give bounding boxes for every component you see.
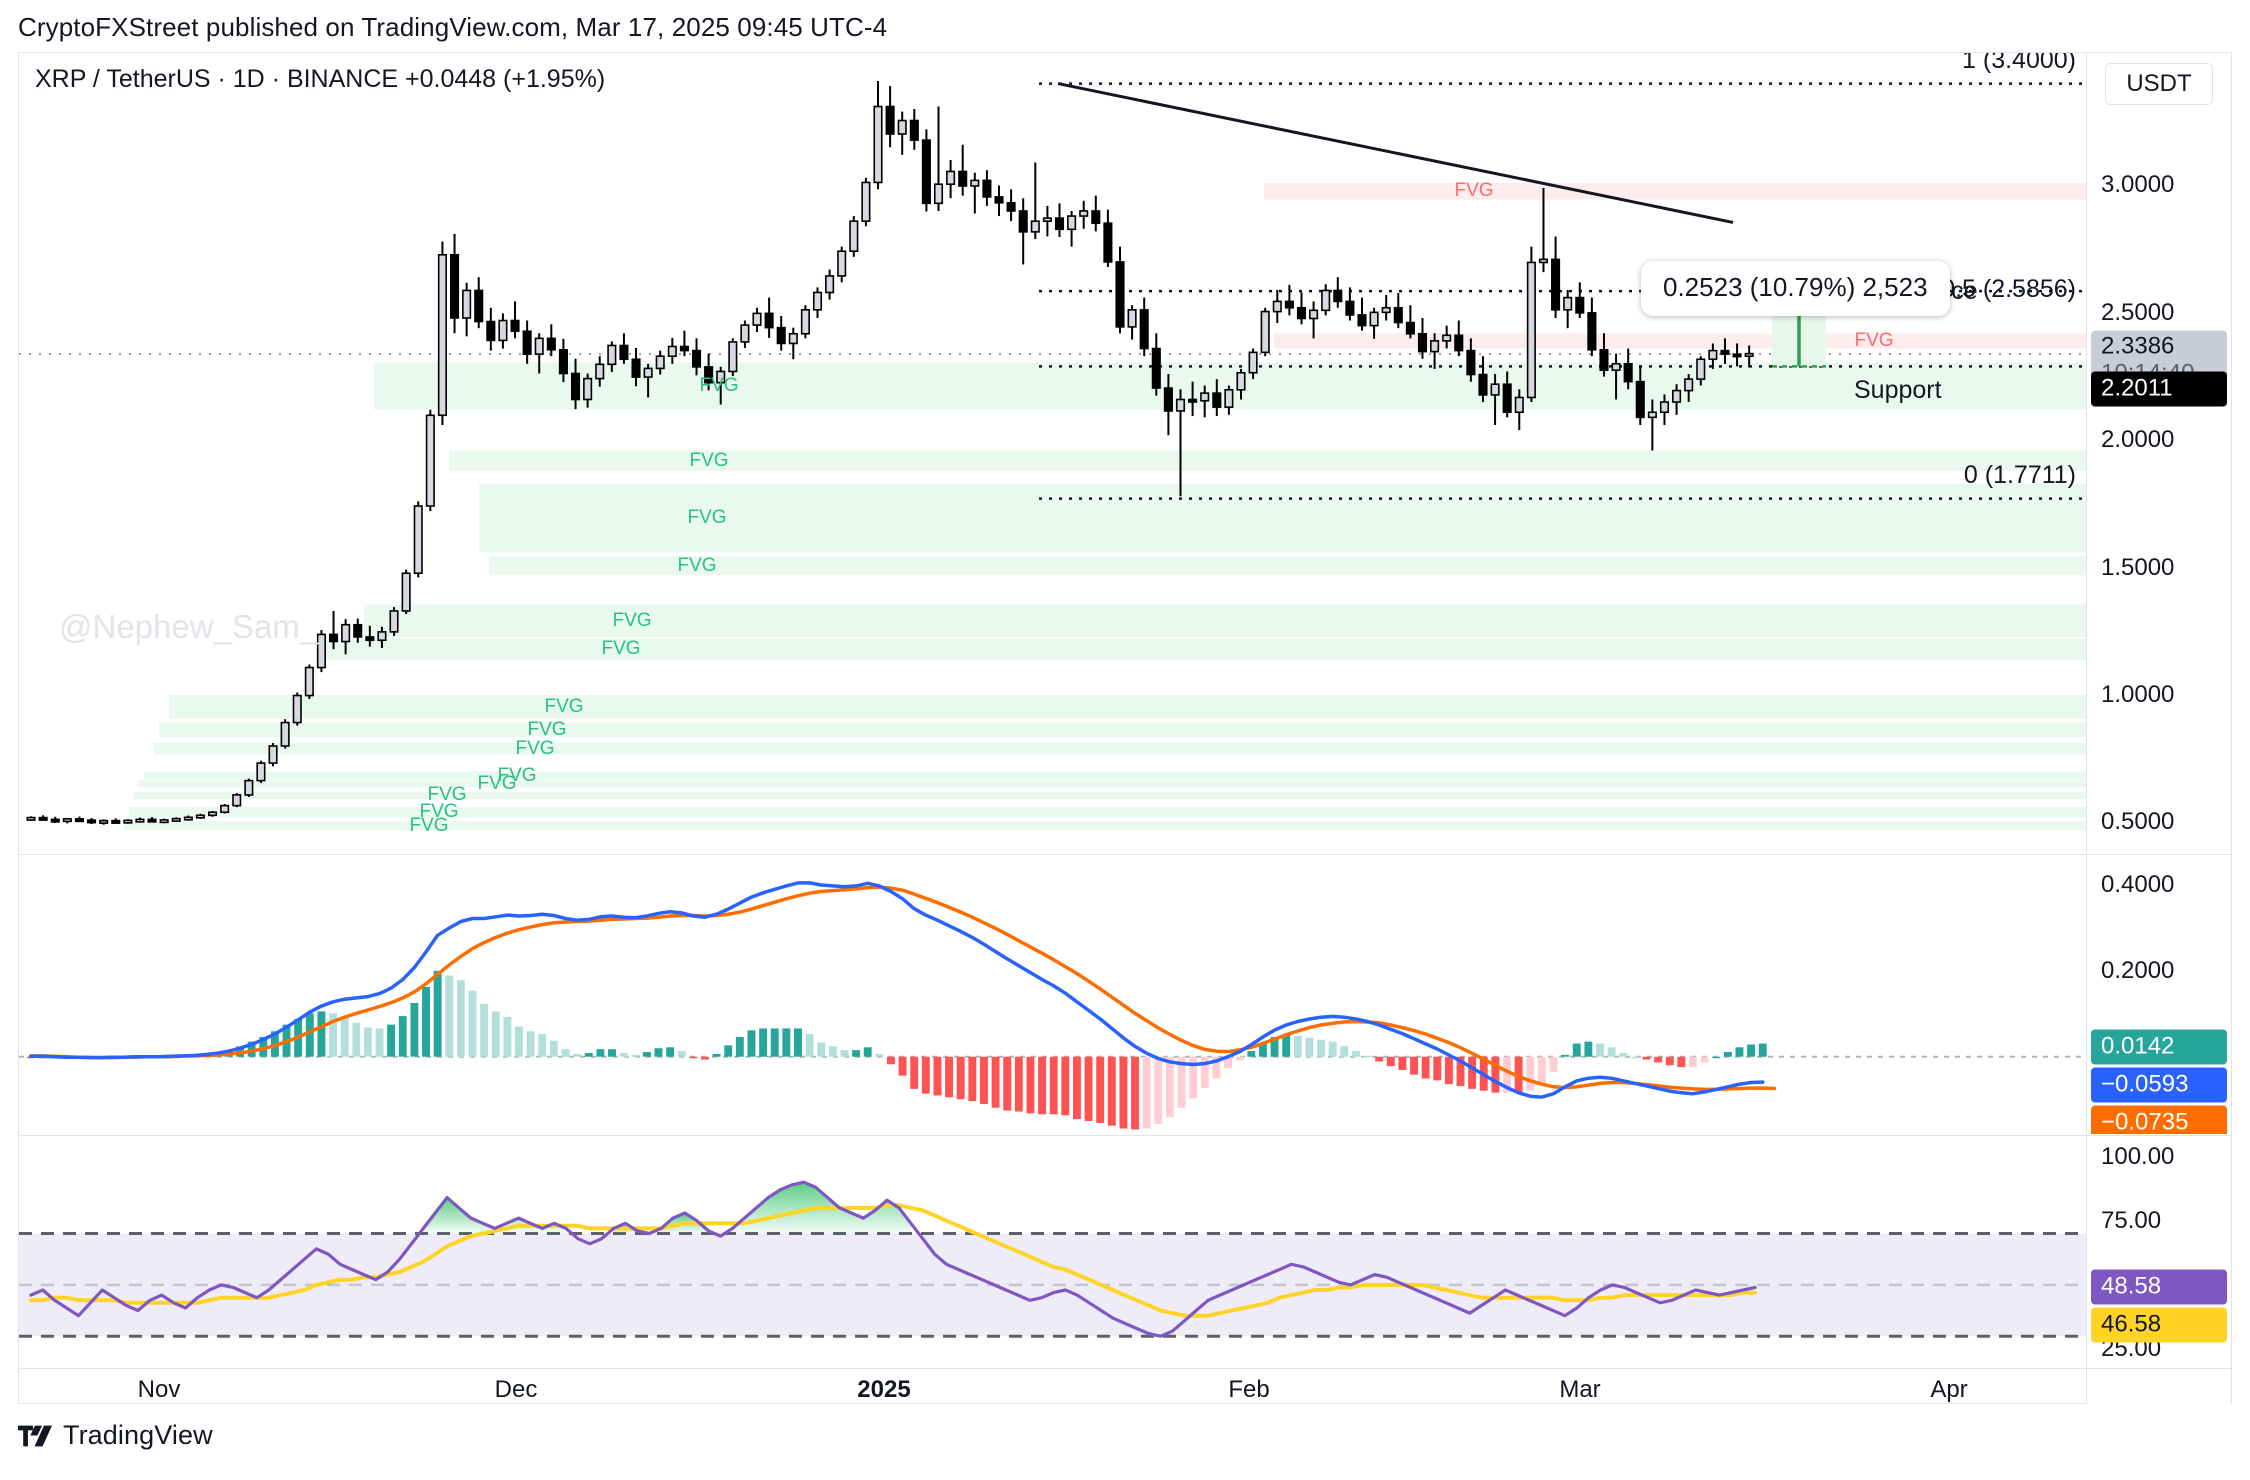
price-candles <box>19 81 2088 831</box>
macd-line-badge: −0.0593 <box>2091 1067 2227 1103</box>
tradingview-brand: TradingView <box>18 1420 213 1451</box>
chart-legend[interactable]: XRP / TetherUS · 1D · BINANCE +0.0448 (+… <box>35 65 606 93</box>
price-axis-tick: 1.5000 <box>2101 553 2175 581</box>
rsi-series <box>19 1180 2088 1338</box>
price-axis-tick: 2.5000 <box>2101 298 2175 326</box>
rsi-plot[interactable] <box>19 1136 2088 1367</box>
fvg-zone-label: FVG <box>699 374 739 396</box>
fib-level-05-label: 0.5 (2.5856) <box>1941 275 2076 304</box>
macd-series <box>19 881 2088 1130</box>
currency-badge: USDT <box>2105 63 2213 105</box>
time-axis-tick: Nov <box>137 1376 181 1403</box>
time-axis[interactable]: Nov Dec 2025 Feb Mar Apr <box>19 1368 2231 1404</box>
macd-axis-tick: 0.4000 <box>2101 871 2175 899</box>
macd-pane[interactable]: 0.4000 0.2000 0.0142 −0.0593 −0.0735 <box>19 854 2231 1134</box>
last-price-badge: 2.2011 <box>2091 371 2227 407</box>
fvg-zone-label: FVG <box>544 695 584 717</box>
tradingview-logo-icon <box>18 1425 52 1446</box>
time-axis-tick: Apr <box>1930 1376 1968 1403</box>
price-axis[interactable]: USDT 3.0000 2.5000 2.0000 1.5000 1.0000 0.500… <box>2086 53 2231 853</box>
fvg-zone-label: FVG <box>677 554 717 576</box>
rsi-axis-tick: 75.00 <box>2101 1206 2162 1234</box>
fvg-zone-label: FVG <box>427 784 467 806</box>
fvg-zone-label: FVG <box>1854 329 1894 351</box>
fvg-zone-label: FVG <box>409 814 449 836</box>
fvg-zone-label: FVG <box>1454 180 1494 202</box>
macd-histogram-badge: 0.0142 <box>2091 1029 2227 1065</box>
tradingview-wordmark: TradingView <box>63 1420 213 1450</box>
fvg-zone-label: FVG <box>497 764 537 786</box>
time-axis-tick: Dec <box>494 1376 538 1403</box>
fvg-zone-label: FVG <box>687 506 727 528</box>
fvg-zone-label: FVG <box>515 737 555 759</box>
fvg-zone-label: FVG <box>612 609 652 631</box>
macd-signal-badge: −0.0735 <box>2091 1105 2227 1134</box>
price-pane[interactable]: @Nephew_Sam_ 1 (3.4000) 0.5 (2.5856) 0 (… <box>19 53 2231 853</box>
author-watermark: @Nephew_Sam_ <box>59 608 319 645</box>
rsi-ma-value-badge: 46.58 <box>2091 1307 2227 1342</box>
time-axis-tick: 2025 <box>857 1376 911 1403</box>
measurement-tooltip: 0.2523 (10.79%) 2,523 <box>1641 260 1950 316</box>
macd-plot[interactable] <box>19 855 2088 1134</box>
publisher-credit: CryptoFXStreet published on TradingView.… <box>18 12 888 42</box>
rsi-axis-tick: 100.00 <box>2101 1142 2175 1170</box>
time-axis-tick: Feb <box>1228 1376 1270 1403</box>
time-axis-labels: Nov Dec 2025 Feb Mar Apr <box>19 1369 2088 1404</box>
price-axis-tick: 0.5000 <box>2101 808 2175 836</box>
macd-axis-tick: 0.2000 <box>2101 956 2175 984</box>
fvg-zone-label: FVG <box>527 718 567 740</box>
time-axis-corner <box>2086 1369 2231 1404</box>
fib-level-1-label: 1 (3.4000) <box>1962 53 2076 74</box>
support-label: Support <box>1854 376 1942 405</box>
chart-frame: @Nephew_Sam_ 1 (3.4000) 0.5 (2.5856) 0 (… <box>18 52 2232 1404</box>
price-axis-tick: 3.0000 <box>2101 171 2175 199</box>
price-axis-tick: 1.0000 <box>2101 681 2175 709</box>
rsi-axis[interactable]: 100.00 75.00 25.00 48.58 46.58 <box>2086 1136 2231 1367</box>
rsi-value-badge: 48.58 <box>2091 1269 2227 1304</box>
fvg-zone-label: FVG <box>689 449 729 471</box>
fvg-zone-label: FVG <box>477 772 517 794</box>
rsi-pane[interactable]: 100.00 75.00 25.00 48.58 46.58 <box>19 1135 2231 1367</box>
fib-level-0-label: 0 (1.7711) <box>1963 460 2076 489</box>
fvg-zone-label: FVG <box>601 638 641 660</box>
price-plot[interactable]: @Nephew_Sam_ 1 (3.4000) 0.5 (2.5856) 0 (… <box>19 53 2088 853</box>
fvg-zone-label: FVG <box>419 801 459 823</box>
crosshair-price-value: 2.3386 <box>2101 332 2175 360</box>
time-axis-tick: Mar <box>1559 1376 1601 1403</box>
price-axis-tick: 2.0000 <box>2101 426 2175 454</box>
macd-axis[interactable]: 0.4000 0.2000 0.0142 −0.0593 −0.0735 <box>2086 855 2231 1134</box>
